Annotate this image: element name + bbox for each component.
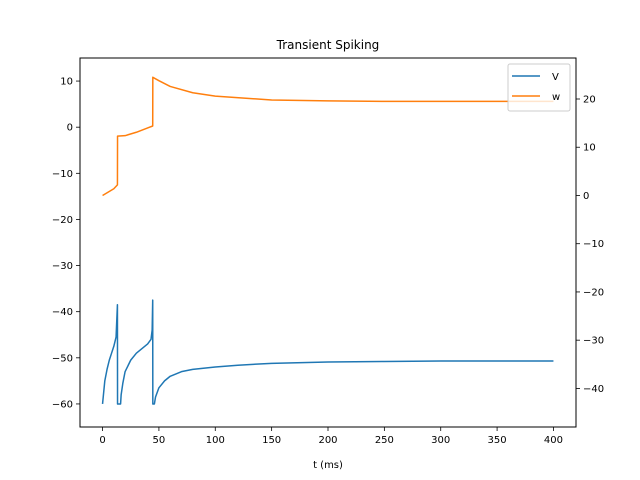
x-tick-label: 150 xyxy=(262,435,281,446)
legend-label-v: V xyxy=(552,72,559,83)
y-left-tick-label: −40 xyxy=(52,307,73,318)
y-right-tick-label: −20 xyxy=(583,287,604,298)
legend-label-w: w xyxy=(552,92,560,103)
y-right-tick-label: −30 xyxy=(583,336,604,347)
x-tick-label: 400 xyxy=(544,435,563,446)
y-left-tick-label: −20 xyxy=(52,215,73,226)
x-tick-label: 50 xyxy=(153,435,166,446)
legend: V w xyxy=(507,63,571,112)
y-axis-right: −40 −30 −20 −10 0 10 20 xyxy=(576,95,604,395)
y-left-tick-label: 10 xyxy=(60,77,73,88)
chart-title: Transient Spiking xyxy=(276,38,380,52)
y-right-tick-label: 0 xyxy=(583,191,589,202)
y-left-tick-label: 0 xyxy=(67,123,73,134)
series-line-v xyxy=(101,299,554,405)
y-left-tick-label: −60 xyxy=(52,399,73,410)
x-axis: 0 50 100 150 200 250 300 350 400 xyxy=(99,427,563,446)
x-tick-label: 350 xyxy=(488,435,507,446)
x-tick-label: 300 xyxy=(431,435,450,446)
y-right-tick-label: −40 xyxy=(583,384,604,395)
y-left-tick-label: −10 xyxy=(52,169,73,180)
plot-area xyxy=(101,76,554,405)
y-right-tick-label: 10 xyxy=(583,143,596,154)
x-tick-label: 250 xyxy=(375,435,394,446)
y-right-tick-label: 20 xyxy=(583,95,596,106)
series-line-w xyxy=(102,76,554,197)
x-tick-label: 200 xyxy=(318,435,337,446)
legend-box xyxy=(507,63,571,112)
y-left-tick-label: −30 xyxy=(52,261,73,272)
x-axis-label: t (ms) xyxy=(313,460,343,471)
x-tick-label: 0 xyxy=(99,435,105,446)
y-axis-left: −60 −50 −40 −30 −20 −10 0 10 xyxy=(52,77,80,410)
y-right-tick-label: −10 xyxy=(583,239,604,250)
y-left-tick-label: −50 xyxy=(52,353,73,364)
x-tick-label: 100 xyxy=(206,435,225,446)
